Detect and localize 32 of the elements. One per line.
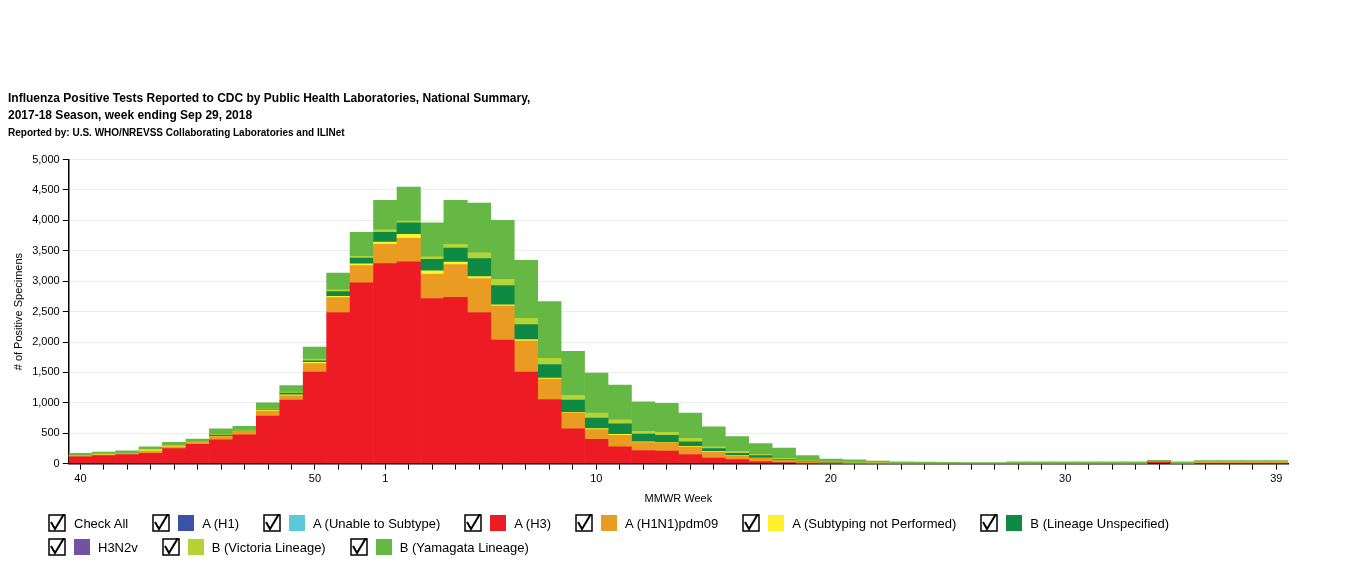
x-tick-label: 20 xyxy=(824,472,837,485)
y-tick-label: 5,000 xyxy=(32,152,60,165)
x-tick-label: 40 xyxy=(74,472,87,485)
legend-label: A (Subtyping not Performed) xyxy=(792,515,957,531)
legend-label: B (Lineage Unspecified) xyxy=(1030,515,1170,531)
y-axis-title: # of Positive Specimens xyxy=(11,252,24,371)
legend-label: B (Yamagata Lineage) xyxy=(399,539,529,555)
legend-label: H3N2v xyxy=(98,539,138,555)
chart-title: Influenza Positive Tests Reported to CDC by Public Health Laboratories, National Summary, 2017-18 Season, week ending Sep 29, 2018 xyxy=(8,90,532,124)
y-tick-label: 4,000 xyxy=(32,213,60,226)
legend-label: A (H3) xyxy=(514,515,552,531)
legend-label: A (Unable to Subtype) xyxy=(313,515,441,531)
x-tick-label: 1 xyxy=(382,472,389,485)
legend-label: A (H1N1)pdm09 xyxy=(625,515,719,531)
x-tick-label: 39 xyxy=(1270,472,1283,485)
legend-label: A (H1) xyxy=(202,515,240,531)
y-tick-label: 500 xyxy=(41,426,60,439)
legend-label: B (Victoria Lineage) xyxy=(211,539,326,555)
chart-subtitle: Reported by: U.S. WHO/NREVSS Collaborating Laboratories and ILINet xyxy=(8,127,346,138)
x-tick-label: 10 xyxy=(590,472,603,485)
y-tick-label: 3,000 xyxy=(32,274,60,287)
x-tick-label: 30 xyxy=(1059,472,1072,485)
y-tick-label: 2,000 xyxy=(32,335,60,348)
x-axis-title: MMWR Week xyxy=(644,492,713,505)
y-tick-label: 2,500 xyxy=(32,304,60,317)
y-tick-label: 3,500 xyxy=(32,243,60,256)
y-tick-label: 1,500 xyxy=(32,365,60,378)
y-tick-label: 1,000 xyxy=(32,395,60,408)
x-tick-label: 50 xyxy=(308,472,322,485)
y-tick-label: 0 xyxy=(53,456,60,469)
y-tick-label: 4,500 xyxy=(32,183,60,196)
text: Check All xyxy=(74,515,129,531)
